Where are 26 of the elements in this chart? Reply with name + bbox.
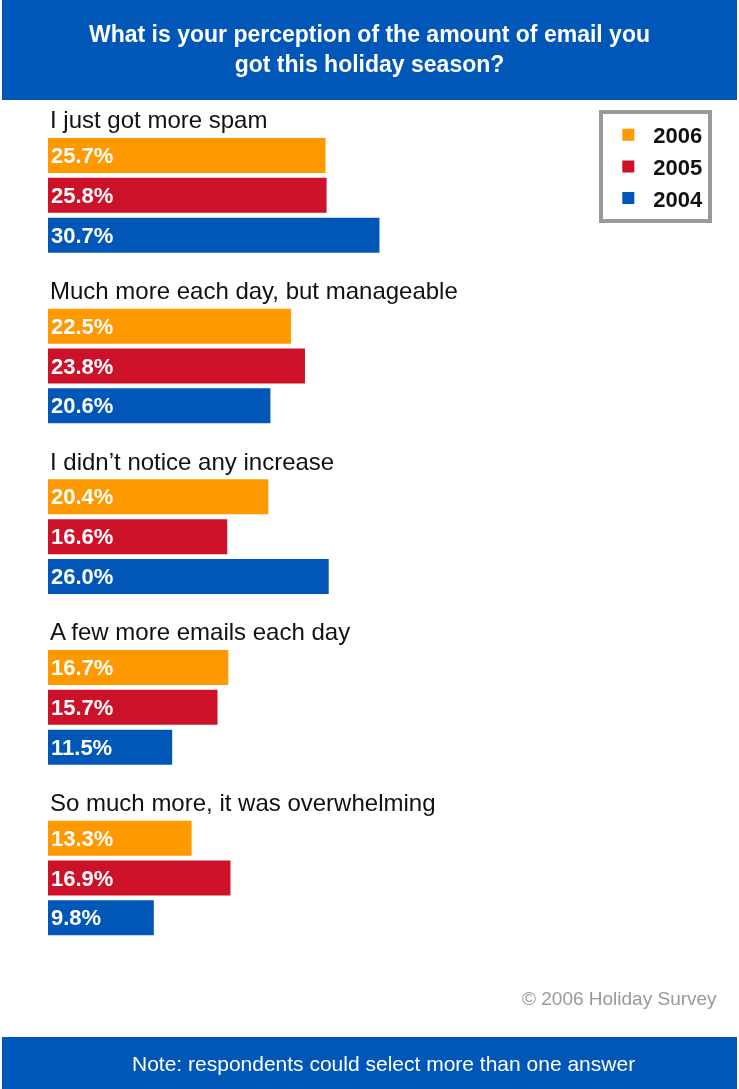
legend-label: 2005	[653, 154, 703, 180]
data-label: 11.5%	[51, 734, 113, 760]
y-tick-label: Much more each day, but manageable	[50, 277, 458, 304]
data-label: 20.4%	[51, 484, 114, 510]
data-label: 26.0%	[51, 563, 114, 589]
data-label: 20.6%	[51, 393, 114, 419]
data-label: 23.8%	[51, 353, 114, 379]
data-label: 30.7%	[51, 222, 114, 248]
data-label: 13.3%	[51, 825, 114, 851]
chart-title: What is your perception of the amount of email you got this holiday season?	[89, 21, 650, 77]
legend-label: 2004	[653, 186, 703, 212]
data-label: 16.7%	[51, 655, 114, 681]
data-label: 25.7%	[51, 143, 114, 169]
y-tick-label: I just got more spam	[50, 106, 268, 133]
legend-label: 2006	[653, 123, 703, 149]
data-label: 25.8%	[51, 182, 114, 208]
y-tick-label: A few more emails each day	[50, 618, 351, 645]
data-label: 9.8%	[51, 905, 102, 931]
y-tick-label: I didn’t notice any increase	[50, 448, 335, 475]
text: Note: respondents could select more than one answer	[132, 1052, 636, 1075]
data-label: 16.9%	[51, 865, 114, 891]
y-tick-label: So much more, it was overwhelming	[50, 789, 436, 816]
data-label: 16.6%	[51, 524, 114, 550]
data-label: 22.5%	[51, 313, 114, 339]
text: © 2006 Holiday Survey	[522, 988, 718, 1009]
data-label: 15.7%	[51, 694, 114, 720]
